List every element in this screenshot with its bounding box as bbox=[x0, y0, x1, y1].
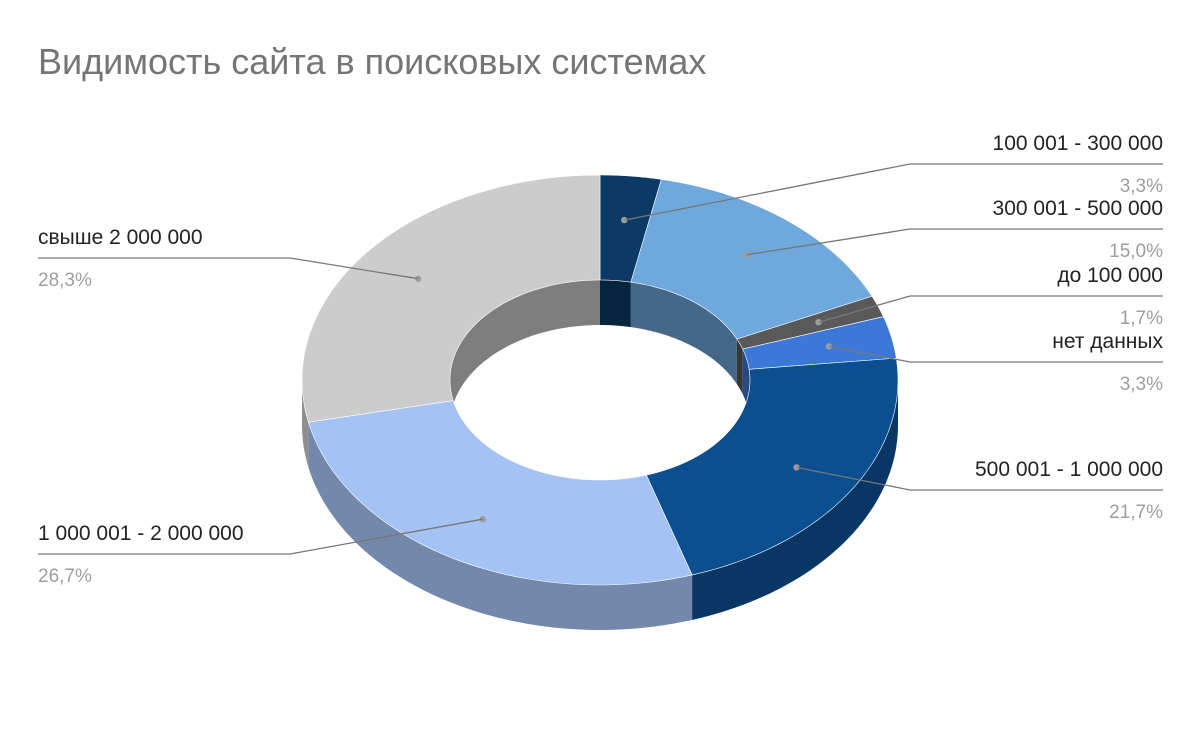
data-label-name-6: свыше 2 000 000 bbox=[38, 226, 203, 249]
leader-line-3 bbox=[828, 345, 1163, 363]
inner-wall-0-1 bbox=[600, 280, 631, 328]
data-label-value-0: 3,3% bbox=[1120, 176, 1163, 197]
leader-line-6 bbox=[38, 257, 419, 280]
data-label-name-3: нет данных bbox=[1052, 330, 1163, 353]
data-label-name-5: 1 000 001 - 2 000 000 bbox=[38, 522, 244, 545]
data-label-value-4: 21,7% bbox=[1109, 502, 1163, 523]
data-label-value-6: 28,3% bbox=[38, 270, 92, 291]
slice-6 bbox=[301, 174, 601, 423]
leader-dot-4 bbox=[793, 464, 800, 471]
outer-wall-4 bbox=[692, 380, 898, 620]
slice-5 bbox=[307, 400, 693, 586]
data-label-value-3: 3,3% bbox=[1120, 374, 1163, 395]
data-label-value-1: 15,0% bbox=[1109, 241, 1163, 262]
inner-wall-1-1 bbox=[630, 282, 737, 385]
leader-line-4 bbox=[796, 466, 1163, 491]
slice-4 bbox=[645, 357, 899, 576]
chart-title: Видимость сайта в поисковых системах bbox=[38, 41, 706, 82]
donut-top bbox=[301, 174, 899, 586]
data-label-name-4: 500 001 - 1 000 000 bbox=[975, 458, 1163, 481]
leader-line-2 bbox=[818, 295, 1163, 323]
data-label-value-2: 1,7% bbox=[1120, 308, 1163, 329]
data-label-name-2: до 100 000 bbox=[1057, 264, 1163, 287]
leader-line-1 bbox=[746, 228, 1163, 256]
inner-wall-2-1 bbox=[736, 339, 743, 395]
data-label-value-5: 26,7% bbox=[38, 566, 92, 587]
data-label-name-0: 100 001 - 300 000 bbox=[993, 132, 1163, 155]
leader-line-0 bbox=[624, 163, 1163, 221]
inner-wall-6-0 bbox=[450, 280, 600, 425]
donut-walls bbox=[302, 280, 898, 630]
outer-wall-5 bbox=[308, 422, 693, 630]
leader-dot-3 bbox=[825, 343, 833, 350]
leader-line-5 bbox=[38, 518, 483, 555]
data-label-name-1: 300 001 - 500 000 bbox=[993, 197, 1163, 220]
